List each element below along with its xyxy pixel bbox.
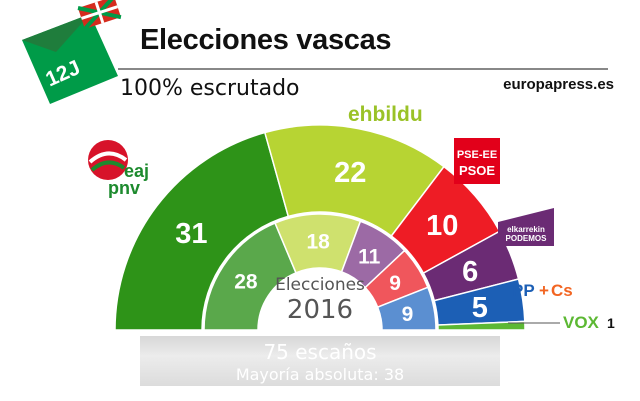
seat-summary-box: 75 escaños Mayoría absoluta: 38 <box>140 336 500 386</box>
majority-label: Mayoría absoluta: 38 <box>235 365 405 384</box>
outer-seats-pse-ee-psoe: 10 <box>426 210 458 242</box>
ballot-icon: 12J <box>22 0 122 104</box>
inner-seats-eaj-pnv: 28 <box>234 270 258 293</box>
pnv-logo-text-eaj: eaj <box>124 161 149 181</box>
pse-logo-text-line2: PSOE <box>459 163 495 178</box>
pse-logo-text-line1: PSE-EE <box>457 149 497 161</box>
ikurrina-flag-icon <box>77 0 122 31</box>
page-subtitle: 100% escrutado <box>120 76 300 101</box>
podemos-logo-text-line1: elkarrekin <box>507 225 545 234</box>
outer-seat-labels: 31 22 106 5 <box>175 157 488 324</box>
outer-seats-elkarrekin-podemos: 6 <box>462 256 478 288</box>
vox-logo-text: VOX <box>563 313 600 332</box>
inner-seats-pp: 9 <box>402 303 414 326</box>
total-seats-label: 75 escaños <box>263 340 377 364</box>
inner-seat-labels: 28 18 11 99 <box>234 231 413 326</box>
outer-seats-eh-bildu: 22 <box>334 157 366 189</box>
pnv-logo-swoosh2-icon <box>90 160 126 172</box>
inner-seats-elkarrekin-podemos: 11 <box>358 245 381 268</box>
ppcs-logo-text-plus: + <box>539 281 549 300</box>
outer-segment-vox <box>437 320 526 331</box>
inner-segment-pp <box>376 286 437 331</box>
pnv-logo-swoosh-icon <box>88 151 128 164</box>
ppcs-logo-text-pp: PP <box>512 281 535 300</box>
inner-seats-eh-bildu: 18 <box>306 231 330 254</box>
inner-ring-2016 <box>203 213 437 331</box>
outer-ring-2020 <box>114 124 526 331</box>
inner-ring-label-line2: 2016 <box>287 295 353 325</box>
outer-seats-pp-cs: 5 <box>472 292 488 324</box>
page-title: Elecciones vascas <box>140 24 392 56</box>
podemos-logo-shape <box>498 208 554 246</box>
header: Elecciones vascas 100% escrutado europap… <box>0 0 640 110</box>
outer-segment-eaj-pnv <box>114 131 290 331</box>
podemos-logo-text-line2: PODEMOS <box>506 234 548 243</box>
pse-logo: PSE-EE PSOE <box>454 138 500 184</box>
vox-logo: VOX 1 <box>508 313 615 332</box>
inner-ring-label-line1: Elecciones <box>275 275 365 295</box>
source-credit: europapress.es <box>503 76 614 93</box>
ppcs-logo-text-cs: Cs <box>551 281 573 300</box>
pnv-logo-text-pnv: pnv <box>108 178 140 198</box>
pse-logo-box <box>454 138 500 184</box>
vox-seat-count: 1 <box>607 315 615 331</box>
podemos-logo: elkarrekin PODEMOS <box>498 208 554 246</box>
inner-seats-pse-ee-psoe: 9 <box>389 272 401 295</box>
outer-seats-eaj-pnv: 31 <box>175 218 207 250</box>
pnv-logo-circle-icon <box>88 140 128 180</box>
bildu-logo: ehbildu <box>348 103 423 126</box>
pnv-logo: eaj pnv <box>88 140 149 198</box>
ppcs-logo: PP + Cs <box>512 281 573 300</box>
title-divider <box>118 68 608 70</box>
ballot-flap-icon <box>22 14 90 52</box>
